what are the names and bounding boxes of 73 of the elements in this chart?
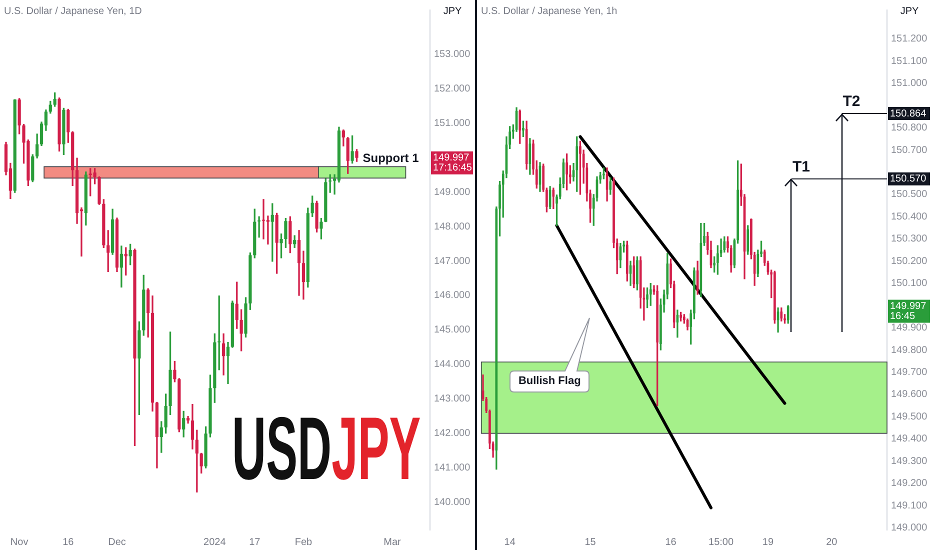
y-tick-label: 149.000	[434, 186, 471, 198]
annotation: USD	[232, 398, 332, 498]
candlestick	[646, 287, 648, 308]
x-tick-label: 19	[762, 536, 774, 548]
y-tick-label: 150.400	[891, 211, 928, 222]
y-tick-label: 149.300	[891, 456, 928, 467]
x-tick-label: Feb	[294, 536, 313, 548]
candlestick	[566, 153, 568, 190]
y-tick-label: 146.000	[434, 290, 471, 302]
y-tick-label: 140.000	[434, 496, 471, 508]
candlestick	[522, 120, 524, 137]
y-tick-label: 152.000	[434, 84, 471, 95]
y-tick-label: 150.100	[891, 278, 928, 290]
y-tick-label: 142.000	[434, 428, 471, 439]
x-tick-label: 16	[62, 536, 74, 548]
y-tick-label: 149.000	[891, 522, 928, 534]
y-tick-label: 145.000	[434, 324, 471, 336]
candlestick	[602, 167, 605, 180]
y-tick-label: 151.000	[891, 78, 928, 90]
x-tick-label: 20	[826, 536, 838, 548]
y-tick-label: 149.100	[891, 500, 928, 512]
y-tick-label: 150.700	[891, 144, 928, 156]
y-tick-label: 151.200	[891, 34, 928, 45]
y-tick-label: 149.600	[891, 389, 928, 400]
chart-title: U.S. Dollar / Japanese Yen, 1h	[481, 6, 618, 17]
x-tick-label: 15	[584, 536, 596, 548]
text: 150.570	[890, 174, 927, 185]
candlestick	[226, 342, 230, 384]
y-tick-label: 143.000	[434, 394, 471, 405]
annotation: Bullish Flag	[517, 374, 582, 390]
y-tick-label: 150.500	[891, 189, 928, 200]
x-tick-label: 14	[504, 536, 516, 548]
y-tick-label: 148.000	[434, 221, 471, 232]
candlestick	[258, 216, 261, 238]
y-axis-title: JPY	[443, 6, 462, 17]
y-tick-label: 149.800	[891, 344, 928, 356]
x-tick-label: Dec	[108, 536, 126, 548]
y-tick-label: 144.000	[434, 359, 471, 370]
x-tick-label: 16	[665, 536, 677, 548]
candlestick	[680, 312, 682, 322]
chart-title: U.S. Dollar / Japanese Yen, 1D	[4, 6, 142, 17]
x-tick-label: Nov	[10, 536, 28, 548]
text: 149.997	[890, 300, 927, 312]
y-tick-label: 150.200	[891, 256, 928, 267]
ref-line-label: T1	[792, 158, 810, 176]
text: 150.864	[890, 108, 927, 120]
x-tick-label: 15:00	[708, 536, 734, 548]
candlestick	[579, 140, 582, 195]
x-tick-label: 2024	[204, 536, 226, 548]
y-tick-label: 151.000	[434, 118, 471, 130]
candlestick	[266, 216, 270, 244]
text: 17:16:45	[433, 162, 472, 174]
ref-line-label: T2	[842, 93, 860, 110]
y-tick-label: 150.800	[891, 122, 928, 134]
y-tick-label: 149.500	[891, 411, 928, 422]
y-axis-title: JPY	[900, 6, 919, 17]
y-tick-label: 147.000	[434, 256, 471, 267]
y-tick-label: 149.200	[891, 478, 928, 490]
candlestick	[262, 199, 266, 240]
x-tick-label: Mar	[384, 536, 402, 548]
text: 149.997	[433, 152, 470, 164]
text: 16:45	[890, 310, 916, 322]
candlestick	[636, 256, 638, 290]
y-tick-label: 141.000	[434, 462, 471, 474]
y-tick-label: 149.400	[891, 434, 928, 445]
y-tick-label: 150.300	[891, 234, 928, 245]
band-label: Support 1	[362, 151, 420, 165]
x-tick-label: 17	[249, 536, 261, 548]
y-tick-label: 151.100	[891, 56, 928, 67]
annotation: JPY	[331, 398, 421, 498]
y-tick-label: 149.700	[891, 366, 928, 378]
y-tick-label: 149.900	[891, 322, 928, 334]
y-tick-label: 153.000	[434, 49, 471, 60]
